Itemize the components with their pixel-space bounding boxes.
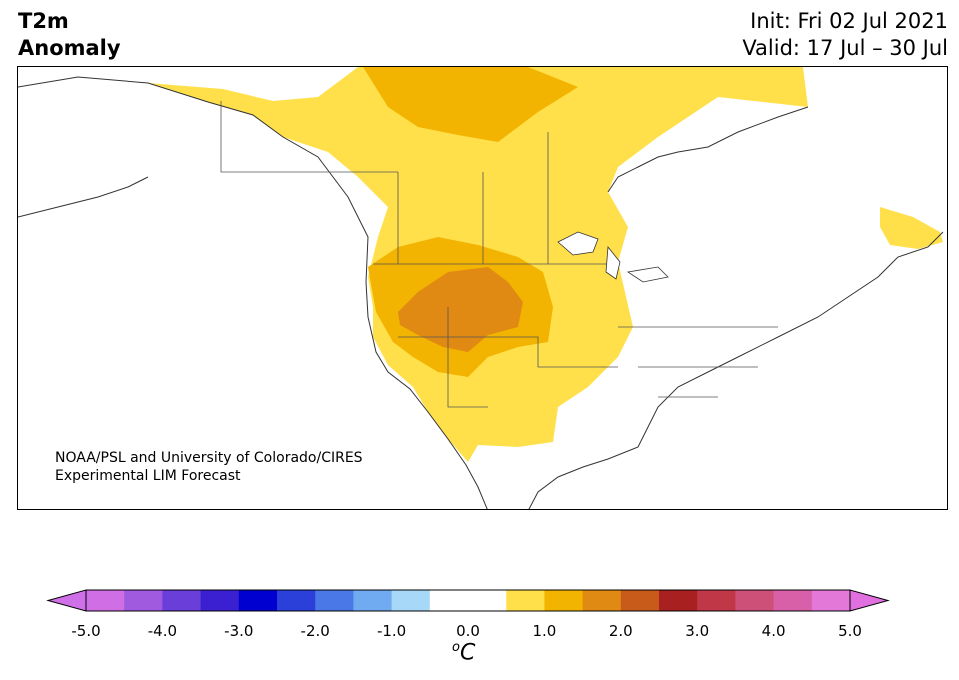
colorbar-tick-label: 1.0 [532,622,557,640]
anomaly-region-high [398,267,523,352]
colorbar [46,589,890,612]
units-label: C [459,640,476,666]
colorbar-segment [544,590,584,611]
borders [220,101,778,408]
colorbar-tick-label: 5.0 [838,622,862,640]
colorbar-segment [620,590,660,611]
forecast-dates: Init: Fri 02 Jul 2021 Valid: 17 Jul – 30… [742,8,948,62]
colorbar-segment [200,590,240,611]
title-line-1: T2m [18,9,69,33]
colorbar-segment [238,590,278,611]
colorbar-tick-label: 0.0 [456,622,480,640]
colorbar-segment [124,590,163,611]
colorbar-segment [429,590,469,611]
colorbar-segment [277,590,316,611]
colorbar-segment [506,590,545,611]
colorbar-tick-label: 2.0 [608,622,633,640]
colorbar-segment [697,590,736,611]
colorbar-tick-label: -3.0 [224,622,254,640]
credit-text: NOAA/PSL and University of Colorado/CIRE… [55,449,363,485]
anomaly-region-light-east [880,207,943,249]
anomaly-map [17,66,948,510]
colorbar-tick-label: -2.0 [300,622,330,640]
colorbar-under-arrow [46,589,87,612]
units-degree: o [452,640,460,655]
colorbar-segment [162,590,202,611]
init-date: Init: Fri 02 Jul 2021 [750,9,948,33]
colorbar-segment [582,590,622,611]
map-svg [18,67,944,509]
colorbar-segment [735,590,775,611]
colorbar-segment [315,590,354,611]
title-line-2: Anomaly [18,36,121,60]
colorbar-border [85,589,851,612]
colorbar-segment [86,590,125,611]
credit-line-2: Experimental LIM Forecast [55,468,241,484]
colorbar-segment [811,590,851,611]
colorbar-units: oC [452,640,475,665]
chart-title: T2m Anomaly [18,8,121,62]
colorbar-tick-label: -4.0 [147,622,178,640]
valid-period: Valid: 17 Jul – 30 Jul [742,36,948,60]
credit-line-1: NOAA/PSL and University of Colorado/CIRE… [55,450,363,466]
colorbar-segment [391,590,431,611]
colorbar-tick-label: -1.0 [376,622,407,640]
colorbar-over-arrow [849,589,890,612]
great-lakes [557,231,669,283]
colorbar-tick-label: -5.0 [71,622,101,640]
colorbar-segment [773,590,813,611]
colorbar-segment [353,590,393,611]
colorbar-tick-label: 4.0 [761,622,786,640]
colorbar-tick-label: 3.0 [685,622,710,640]
coastlines [18,76,944,509]
colorbar-segment [468,590,507,611]
colorbar-segment [659,590,698,611]
anomaly-region-medium [363,67,578,142]
